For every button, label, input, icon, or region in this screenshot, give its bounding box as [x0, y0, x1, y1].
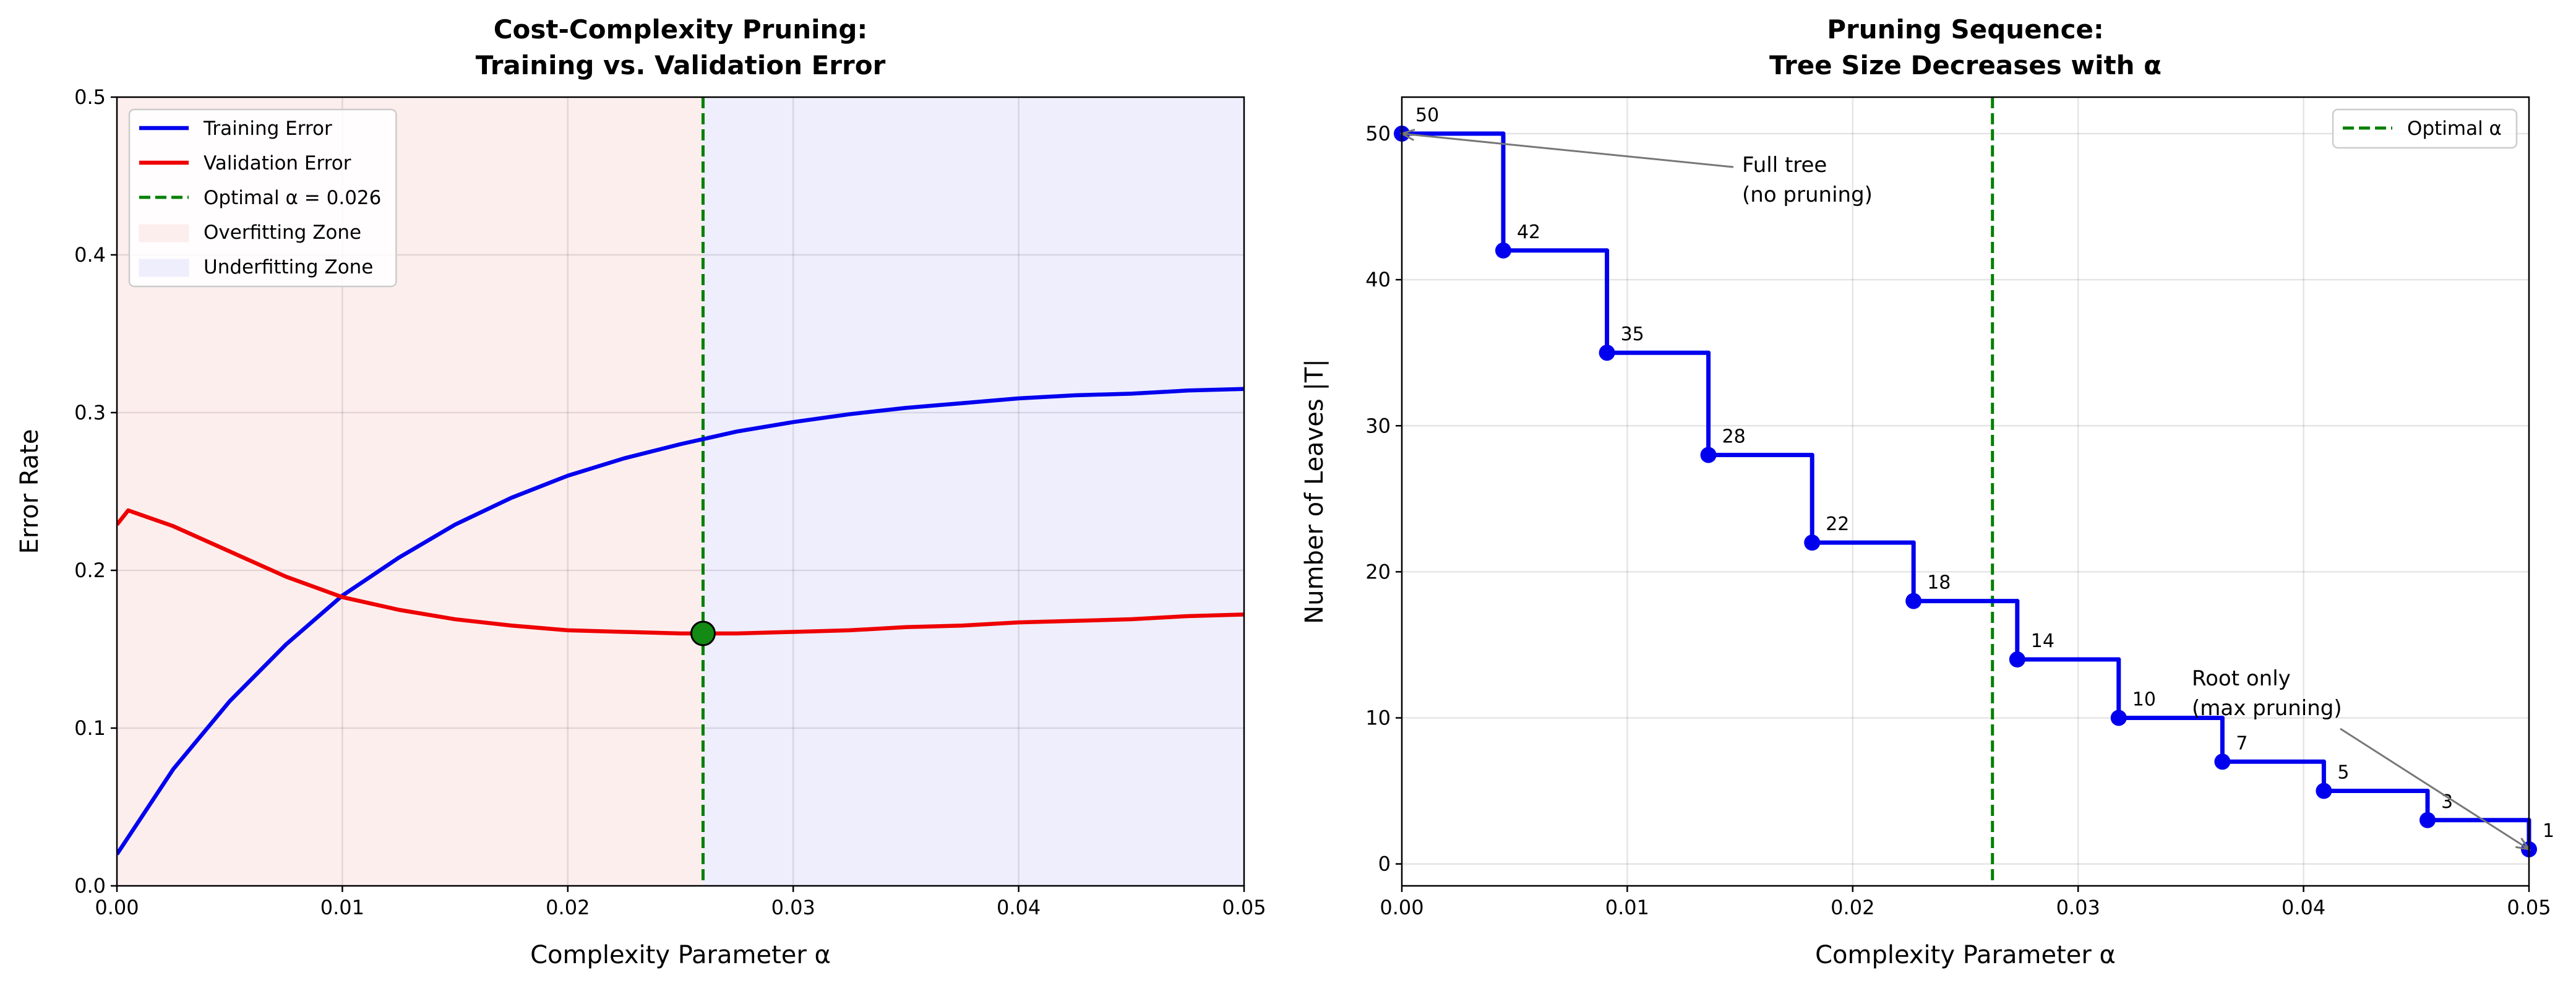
x-axis-label: Complexity Parameter α	[530, 941, 831, 969]
point	[2009, 651, 2025, 668]
y-tick-label: 0.2	[74, 559, 106, 582]
legend-label: Optimal α = 0.026	[204, 187, 381, 209]
annotation-text: Root only	[2192, 666, 2291, 691]
y-tick-label: 40	[1365, 268, 1391, 291]
annotation-text: Full tree	[1742, 153, 1827, 178]
x-tick-label: 0.02	[1831, 896, 1874, 919]
data-label: 14	[2031, 630, 2054, 652]
y-tick-label: 10	[1365, 706, 1391, 729]
y-tick-label: 0	[1378, 852, 1391, 876]
data-label: 3	[2441, 791, 2453, 813]
data-label: 22	[1826, 513, 1849, 535]
annotation-text: (max pruning)	[2192, 696, 2342, 721]
y-tick-label: 50	[1365, 122, 1391, 145]
y-tick-label: 0.3	[74, 401, 106, 424]
y-tick-label: 30	[1365, 414, 1391, 437]
x-tick-label: 0.03	[2056, 896, 2100, 919]
x-tick-label: 0.00	[95, 896, 139, 919]
axes-frame	[116, 96, 1245, 887]
y-tick-label: 0.0	[74, 874, 106, 898]
x-tick-label: 0.05	[1222, 896, 1266, 919]
legend-label: Optimal α	[2407, 118, 2502, 140]
point	[2419, 812, 2436, 828]
point	[1599, 345, 1615, 361]
x-tick-label: 0.04	[2282, 896, 2325, 919]
x-tick-label: 0.01	[1605, 896, 1649, 919]
series-line	[117, 387, 1244, 856]
point	[1495, 242, 1511, 259]
data-label: 10	[2132, 689, 2156, 710]
legend-box	[2332, 108, 2518, 149]
annotation-arrow	[2340, 727, 2530, 851]
y-tick-label: 0.4	[74, 243, 106, 267]
annotation-arrow	[1401, 132, 1734, 168]
legend-label: Overfitting Zone	[204, 221, 361, 244]
annotation-text: (no pruning)	[1742, 182, 1873, 207]
data-label: 5	[2337, 762, 2349, 784]
chart-title: Pruning Sequence:	[1827, 14, 2104, 45]
plot-area	[1402, 97, 2529, 886]
point	[1905, 593, 1922, 609]
legend-swatch	[139, 224, 189, 242]
data-label: 18	[1927, 572, 1951, 594]
y-axis-label: Number of Leaves |T|	[1300, 359, 1329, 624]
point	[2316, 783, 2332, 799]
chart-title: Cost-Complexity Pruning:	[494, 14, 868, 45]
point	[1804, 534, 1821, 551]
x-tick-label: 0.04	[997, 896, 1041, 919]
y-axis-label: Error Rate	[15, 429, 44, 554]
data-label: 28	[1722, 426, 1746, 447]
legend: Training Error Validation Error Optimal α …	[128, 108, 397, 288]
series-line	[117, 508, 1244, 636]
legend-label: Training Error	[203, 118, 332, 140]
chart-title: Tree Size Decreases with α	[1769, 50, 2162, 80]
y-tick-label: 0.1	[74, 716, 106, 740]
legend-label: Validation Error	[204, 152, 351, 174]
legend-swatch	[139, 259, 189, 277]
x-tick-label: 0.02	[546, 896, 590, 919]
y-tick-label: 0.5	[74, 85, 106, 109]
data-label: 7	[2236, 732, 2248, 754]
data-label: 35	[1621, 324, 1644, 345]
plot-area	[117, 97, 1244, 886]
legend: Optimal α	[2332, 108, 2518, 149]
data-label: 50	[1415, 105, 1439, 126]
x-tick-label: 0.03	[771, 896, 815, 919]
x-tick-label: 0.05	[2507, 896, 2551, 919]
x-tick-label: 0.01	[320, 896, 364, 919]
x-tick-label: 0.00	[1380, 896, 1423, 919]
y-tick-label: 20	[1365, 560, 1391, 583]
point	[2110, 710, 2127, 726]
point	[1700, 447, 1717, 463]
x-axis-label: Complexity Parameter α	[1815, 941, 2116, 969]
axes-frame	[1401, 96, 2530, 887]
data-label: 42	[1517, 221, 1540, 243]
chart-title: Training vs. Validation Error	[476, 50, 886, 80]
data-label: 1	[2543, 820, 2554, 842]
point	[2214, 753, 2231, 770]
legend-box	[128, 108, 397, 288]
legend-label: Underfitting Zone	[204, 256, 373, 278]
optimal-point	[690, 620, 716, 646]
span	[703, 97, 1244, 886]
